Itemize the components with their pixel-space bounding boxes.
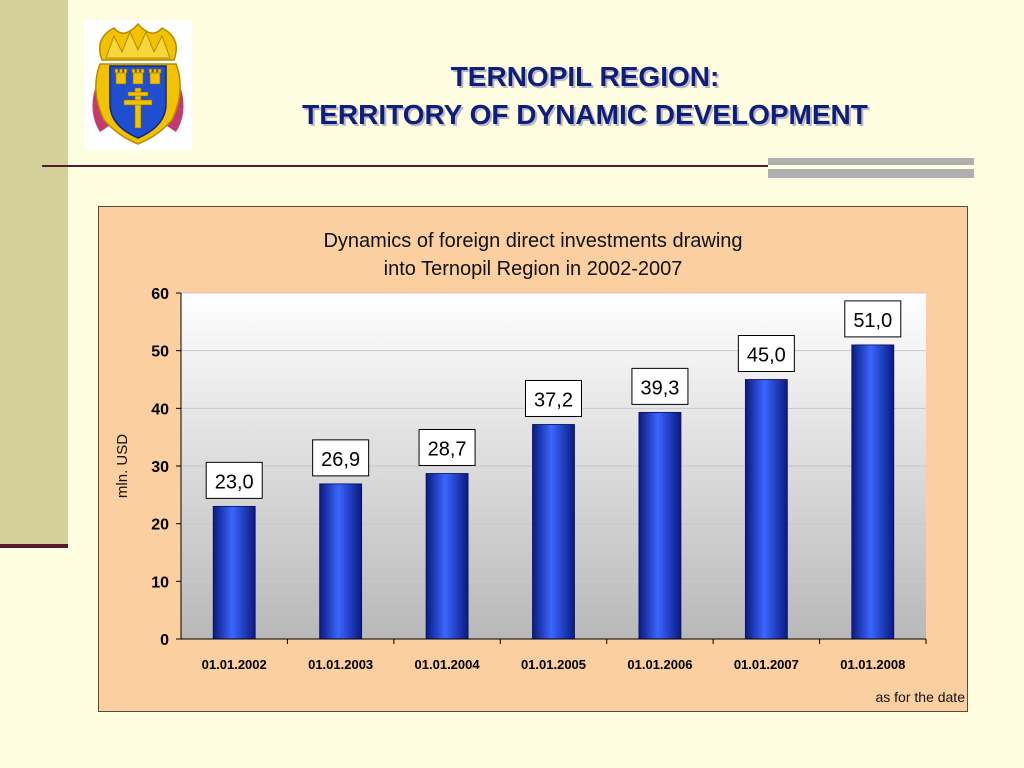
data-label: 37,2 [534, 389, 573, 411]
title-divider [42, 165, 974, 167]
side-accent-line [0, 544, 68, 548]
data-label-box [205, 461, 263, 499]
x-tick-label: 01.01.2004 [415, 657, 481, 672]
data-label-box [631, 367, 689, 405]
data-label-box [844, 300, 902, 338]
y-axis-label: mln. USD [114, 434, 131, 498]
slide-title: TERNOPIL REGION: TERRITORY OF DYNAMIC DE… [200, 58, 970, 134]
bar [744, 379, 788, 640]
bar [638, 411, 682, 640]
y-tick-label: 20 [151, 517, 169, 534]
decorative-gray-bar [768, 158, 974, 178]
y-tick-label: 60 [151, 286, 169, 303]
bar [532, 424, 575, 640]
slide-title-line-2: TERRITORY OF DYNAMIC DEVELOPMENT [302, 99, 868, 130]
y-tick-label: 10 [151, 574, 169, 591]
data-label-box [737, 335, 795, 372]
bar [319, 483, 363, 640]
data-label: 28,7 [428, 438, 467, 460]
chart-title-line-2: into Ternopil Region in 2002-2007 [384, 258, 683, 280]
bar [212, 505, 256, 640]
data-label: 26,9 [321, 449, 360, 471]
chart-title-line-1: Dynamics of foreign direct investments d… [323, 230, 742, 252]
side-band [0, 0, 68, 546]
x-tick-label: 01.01.2007 [734, 657, 799, 672]
data-label-box [525, 379, 582, 417]
x-tick-label: 01.01.2006 [627, 657, 692, 672]
slide-title-line-1: TERNOPIL REGION: [450, 61, 720, 92]
ternopil-coat-of-arms-icon [84, 20, 192, 150]
y-tick-label: 40 [151, 401, 169, 418]
bar [425, 473, 469, 640]
data-label: 45,0 [747, 345, 786, 367]
x-tick-label: 01.01.2003 [308, 657, 373, 672]
bar [851, 344, 895, 640]
x-tick-label: 01.01.2005 [521, 657, 586, 672]
chart-container: Dynamics of foreign direct investments d… [98, 206, 968, 712]
data-label: 51,0 [853, 310, 892, 332]
y-tick-label: 30 [151, 459, 169, 476]
y-tick-label: 0 [160, 632, 169, 649]
x-tick-label: 01.01.2008 [840, 657, 905, 672]
chart-footnote: as for the date [875, 689, 965, 705]
data-label: 39,3 [640, 377, 679, 399]
data-label-box [418, 428, 476, 466]
data-label: 23,0 [215, 471, 254, 493]
data-label-box [312, 439, 370, 477]
x-tick-label: 01.01.2002 [202, 657, 267, 672]
bar-chart: Dynamics of foreign direct investments d… [114, 230, 965, 705]
y-tick-label: 50 [151, 344, 169, 361]
